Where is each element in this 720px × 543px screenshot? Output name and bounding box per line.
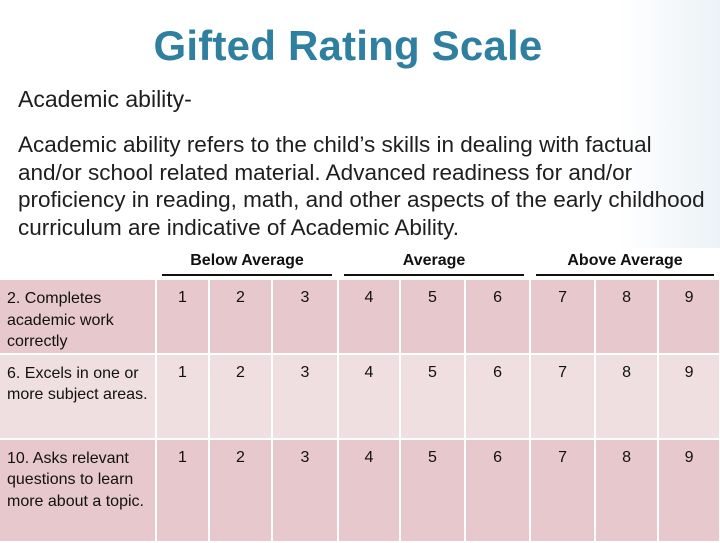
- rating-cell: 7: [530, 280, 597, 355]
- item-label: 2. Completes academic work correctly: [0, 280, 157, 355]
- header-blank-cell: [0, 248, 156, 280]
- header-group-average: Average: [338, 248, 531, 280]
- rating-cell: 9: [658, 353, 720, 440]
- rating-cell: 2: [209, 353, 273, 440]
- rating-cell: 5: [400, 438, 466, 543]
- rating-cell: 9: [658, 438, 720, 543]
- rating-cell: 6: [465, 438, 532, 543]
- item-label: 10. Asks relevant questions to learn mor…: [0, 438, 157, 543]
- rating-cell: 3: [272, 438, 339, 543]
- table-row: 10. Asks relevant questions to learn mor…: [0, 438, 720, 543]
- group-label: Above Average: [536, 252, 715, 276]
- rating-scale-table: Below Average Average Above Average 2. C…: [0, 248, 720, 543]
- description-paragraph: Academic ability refers to the child’s s…: [18, 132, 705, 240]
- header-group-above-average: Above Average: [530, 248, 720, 280]
- rating-cell: 8: [595, 438, 660, 543]
- rating-cell: 5: [400, 353, 466, 440]
- rating-cell: 3: [272, 280, 339, 355]
- rating-cell: 6: [465, 280, 532, 355]
- rating-cell: 6: [465, 353, 532, 440]
- rating-cell: 4: [338, 353, 401, 440]
- section-subtitle: Academic ability-: [18, 86, 192, 112]
- slide-title: Gifted Rating Scale: [153, 22, 543, 69]
- group-label: Average: [344, 252, 525, 276]
- rating-cell: 8: [595, 280, 660, 355]
- rating-cell: 3: [272, 353, 339, 440]
- rating-cell: 1: [156, 280, 210, 355]
- rating-cell: 4: [338, 438, 401, 543]
- rating-cell: 2: [209, 280, 273, 355]
- table-header-row: Below Average Average Above Average: [0, 248, 720, 280]
- item-label: 6. Excels in one or more subject areas.: [0, 353, 157, 440]
- rating-cell: 2: [209, 438, 273, 543]
- rating-cell: 7: [530, 353, 597, 440]
- rating-cell: 5: [400, 280, 466, 355]
- table-row: 2. Completes academic work correctly 1 2…: [0, 280, 720, 355]
- table-row: 6. Excels in one or more subject areas. …: [0, 353, 720, 440]
- header-group-below-average: Below Average: [156, 248, 338, 280]
- rating-cell: 4: [338, 280, 401, 355]
- rating-cell: 7: [530, 438, 597, 543]
- rating-cell: 9: [658, 280, 720, 355]
- group-label: Below Average: [162, 252, 332, 276]
- rating-cell: 1: [156, 438, 210, 543]
- rating-cell: 1: [156, 353, 210, 440]
- rating-cell: 8: [595, 353, 660, 440]
